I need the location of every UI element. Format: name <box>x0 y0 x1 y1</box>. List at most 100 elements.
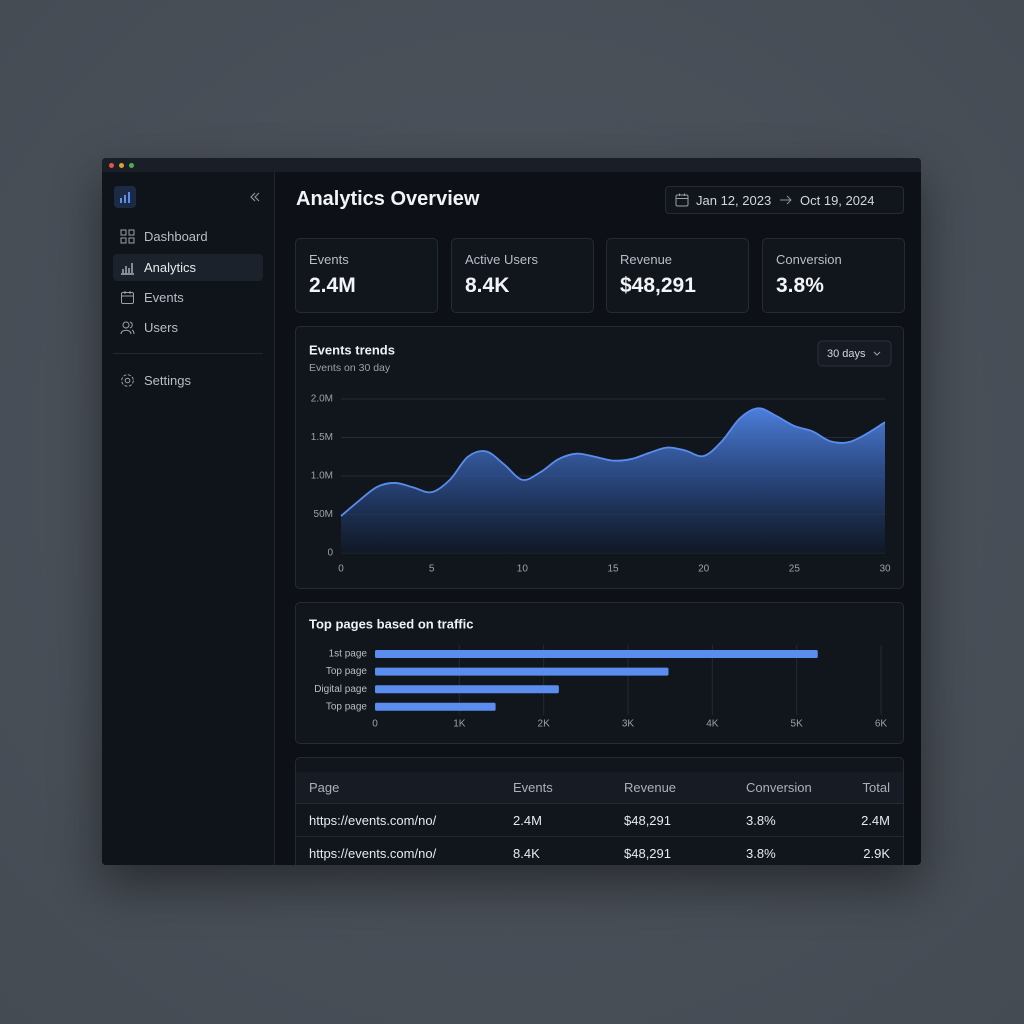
x-tick-label: 10 <box>517 564 529 575</box>
nav-item[interactable]: Events <box>113 284 263 311</box>
range-selector-label: 30 days <box>827 348 866 360</box>
close-dot[interactable] <box>109 163 114 168</box>
y-tick-label: 0 <box>327 548 333 559</box>
nav-item[interactable]: Settings <box>113 367 263 394</box>
bar-chart: Top pages based on traffic 0 1K 2K 3K 4K 5K 6K… <box>309 616 888 730</box>
table-cell: 2.4M <box>861 813 890 828</box>
table-header-cell: Events <box>513 780 553 795</box>
bar-chart-panel: Top pages based on traffic 0 1K 2K 3K 4K 5K 6K… <box>295 602 904 744</box>
y-tick-label: Top page <box>326 701 368 712</box>
nav-label: Analytics <box>144 260 197 275</box>
x-tick-label: 5 <box>429 564 435 575</box>
chart-subtitle: Events on 30 day <box>309 362 391 374</box>
kpi-label: Events <box>309 252 349 267</box>
bar <box>375 667 669 676</box>
kpi-card: Conversion 3.8% <box>762 238 905 313</box>
y-tick-label: 1st page <box>329 649 368 660</box>
x-tick-label: 2K <box>538 719 551 730</box>
arrow-icon <box>780 195 792 205</box>
table-cell: 2.4M <box>513 813 542 828</box>
x-tick-label: 0 <box>372 719 378 730</box>
table-header-row <box>296 772 903 804</box>
table-cell: https://events.com/no/ <box>309 813 437 828</box>
table-cell: 3.8% <box>746 846 776 861</box>
app-window: Dashboard Analytics Events Users Setting… <box>102 158 921 865</box>
table-cell: 8.4K <box>513 846 540 861</box>
area-fill <box>341 408 885 553</box>
nav-label: Events <box>144 290 184 305</box>
date-range-picker[interactable]: Jan 12, 2023 Oct 19, 2024 <box>665 186 904 214</box>
table-row <box>296 804 903 837</box>
bar <box>375 650 818 658</box>
x-tick-label: 0 <box>338 564 344 575</box>
nav-icon <box>121 291 134 304</box>
title-bar <box>102 158 921 172</box>
x-tick-label: 15 <box>607 564 619 575</box>
bar <box>375 702 496 711</box>
y-tick-label: 50M <box>314 509 333 520</box>
x-tick-label: 25 <box>789 564 801 575</box>
collapse-button[interactable] <box>248 190 262 204</box>
logo <box>114 186 136 208</box>
y-tick-label: 1.0M <box>311 471 333 482</box>
area-line <box>340 407 886 517</box>
x-tick-label: 1K <box>453 719 466 730</box>
range-selector[interactable] <box>817 340 892 367</box>
x-tick-label: 3K <box>622 719 635 730</box>
divider <box>113 353 263 354</box>
table-cell: 2.9K <box>863 846 890 861</box>
minimize-dot[interactable] <box>119 163 124 168</box>
y-tick-label: 2.0M <box>311 394 333 405</box>
kpi-card: Active Users 8.4K <box>451 238 594 313</box>
table-header-cell: Page <box>309 780 340 795</box>
chart-title: Events trends <box>309 342 395 357</box>
sidebar: Dashboard Analytics Events Users Setting… <box>102 172 275 865</box>
x-tick-label: 5K <box>791 719 804 730</box>
kpi-value: 8.4K <box>465 274 510 297</box>
kpi-label: Revenue <box>620 252 673 267</box>
maximize-dot[interactable] <box>129 163 134 168</box>
nav-item[interactable]: Users <box>113 314 263 341</box>
date-from: Jan 12, 2023 <box>696 193 772 208</box>
table-header-cell: Conversion <box>746 780 812 795</box>
dropdown-caret <box>873 351 881 356</box>
area-chart: Events trends Events on 30 day 30 days 0… <box>309 340 892 575</box>
nav-icon <box>121 374 134 387</box>
table-header-cell: Revenue <box>624 780 677 795</box>
kpi-value: $48,291 <box>620 274 696 297</box>
date-to: Oct 19, 2024 <box>800 193 875 208</box>
bar <box>375 685 559 694</box>
chart-title: Top pages based on traffic <box>309 616 473 631</box>
nav-label: Users <box>144 320 178 335</box>
kpi-value: 3.8% <box>776 274 824 297</box>
kpi-label: Conversion <box>776 252 842 267</box>
nav-item[interactable]: Analytics <box>113 254 263 281</box>
nav-label: Dashboard <box>144 229 208 244</box>
table-cell: https://events.com/no/ <box>309 846 437 861</box>
x-tick-label: 20 <box>698 564 710 575</box>
kpi-card: Revenue $48,291 <box>606 238 749 313</box>
kpi-value: 2.4M <box>309 274 356 297</box>
table-panel: Page Events Revenue Conversion Total https://… <box>295 757 904 865</box>
nav-icon <box>121 263 134 275</box>
table-cell: $48,291 <box>624 846 671 861</box>
nav-item[interactable]: Dashboard <box>113 223 263 250</box>
x-tick-label: 4K <box>706 719 719 730</box>
table-cell: 3.8% <box>746 813 776 828</box>
page-title: Analytics Overview <box>296 188 480 210</box>
data-table: Page Events Revenue Conversion Total https://… <box>296 772 903 865</box>
x-tick-label: 30 <box>879 564 891 575</box>
calendar-icon <box>675 193 689 207</box>
kpi-card: Events 2.4M <box>295 238 438 313</box>
nav-icon <box>120 321 135 335</box>
area-chart-panel: Events trends Events on 30 day 30 days 0… <box>295 326 904 589</box>
table-header-cell: Total <box>862 780 890 795</box>
x-tick-label: 6K <box>875 719 888 730</box>
nav-icon <box>120 229 135 244</box>
y-tick-label: 1.5M <box>311 432 333 443</box>
kpi-label: Active Users <box>465 252 538 267</box>
table-cell: $48,291 <box>624 813 671 828</box>
nav-label: Settings <box>144 373 191 388</box>
y-tick-label: Digital page <box>314 684 367 695</box>
